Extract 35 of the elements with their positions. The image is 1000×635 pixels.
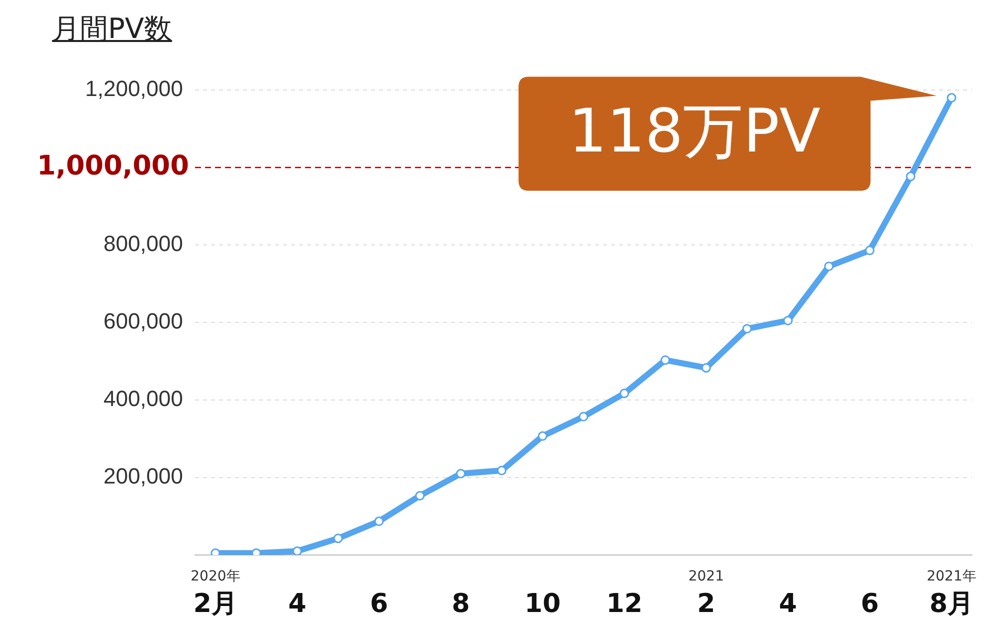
x-tick-label: 2021年 8月 xyxy=(926,568,976,619)
y-tick-label: 800,000 xyxy=(103,231,183,256)
x-tick-label: 8 xyxy=(452,588,470,619)
x-tick-label: 2021 2 xyxy=(688,568,724,619)
point xyxy=(865,246,875,256)
point xyxy=(906,172,916,182)
x-tick-label: 6 xyxy=(860,588,879,619)
ref-line-label: 1,000,000 xyxy=(36,150,189,182)
point xyxy=(374,516,384,526)
x-tick-label: 6 xyxy=(370,588,388,619)
x-tick-label: 4 xyxy=(288,588,306,619)
point xyxy=(578,412,588,422)
chart-title: 月間PV数 xyxy=(52,11,172,47)
point xyxy=(660,355,670,365)
y-tick-label: 600,000 xyxy=(103,308,183,334)
point xyxy=(946,93,956,102)
y-tick-label: 200,000 xyxy=(103,464,183,489)
point xyxy=(701,363,711,373)
point xyxy=(620,388,630,398)
point xyxy=(496,466,506,476)
point xyxy=(333,534,343,544)
point xyxy=(783,316,793,326)
x-tick-label: 12 xyxy=(606,588,642,619)
point xyxy=(415,490,425,500)
annotation: 118万PV xyxy=(568,96,820,166)
point xyxy=(824,262,834,272)
point xyxy=(292,546,302,555)
point xyxy=(456,468,466,478)
point xyxy=(538,431,548,441)
x-tick-label: 10 xyxy=(524,588,561,619)
x-tick-label: 2020年 2月 xyxy=(190,568,240,619)
x-tick-label: 4 xyxy=(778,588,798,619)
y-tick-label: 400,000 xyxy=(103,386,183,412)
point xyxy=(742,324,752,334)
y-tick-label: 1,200,000 xyxy=(85,76,183,102)
